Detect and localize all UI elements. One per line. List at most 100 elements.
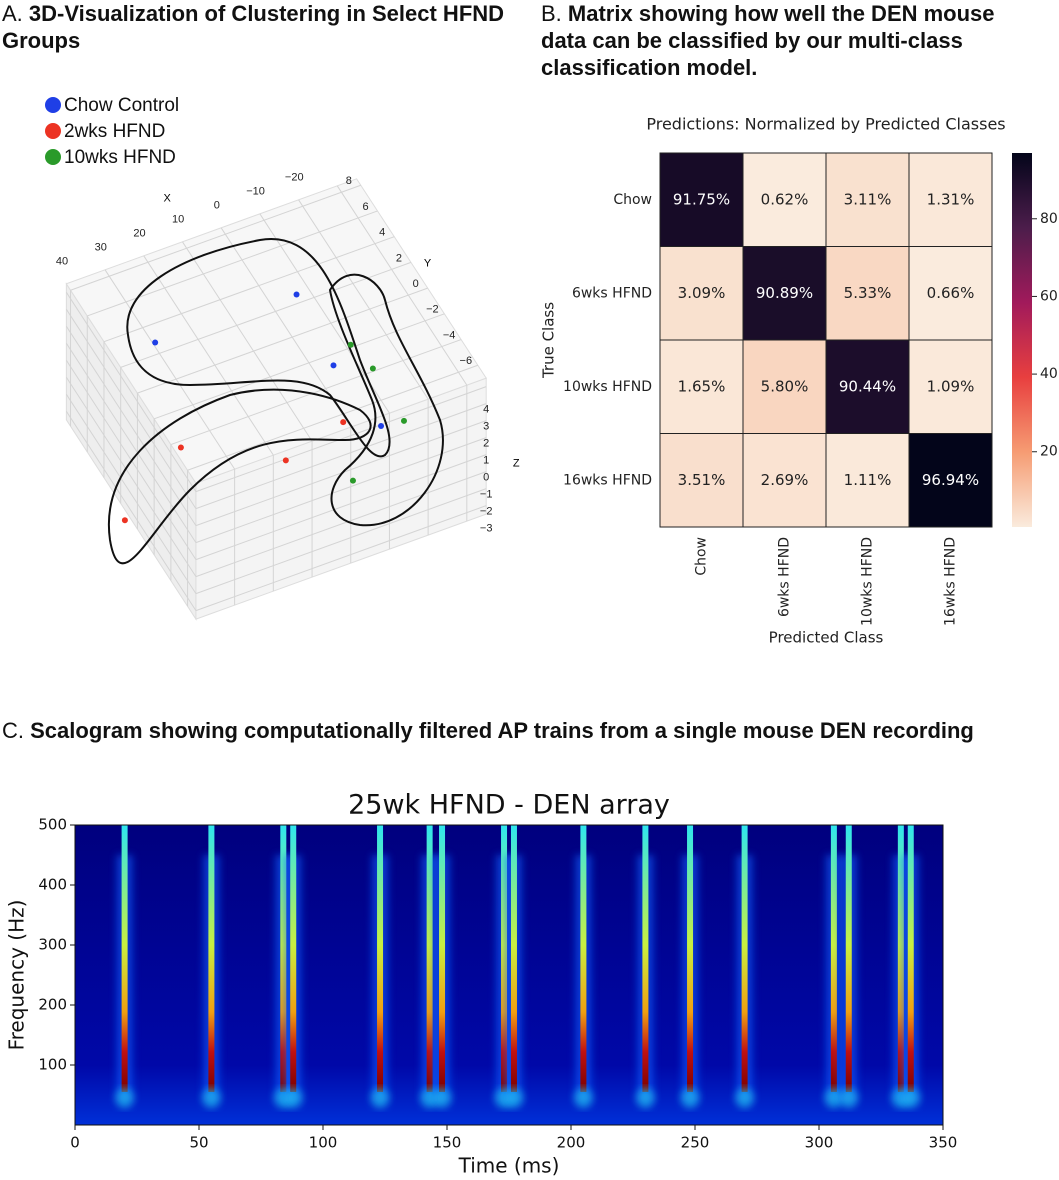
legend-label: Chow Control [64, 95, 179, 116]
z-tick-label: 3 [483, 421, 489, 433]
cell-label: 0.66% [927, 284, 975, 302]
grid-line [65, 343, 197, 543]
colorbar-tick-label: 60 [1040, 288, 1058, 304]
grid-line [65, 377, 197, 577]
colorbar-tick-label: 40 [1040, 366, 1058, 382]
point [177, 444, 184, 451]
grid-line [137, 287, 428, 394]
burst [439, 825, 446, 1092]
y-tick-label: −6 [460, 355, 473, 367]
y-axis-label: Frequency (Hz) [5, 900, 29, 1051]
grid-line [195, 471, 487, 578]
burst-base [433, 1088, 452, 1108]
y-tick-label: 200 [38, 996, 67, 1014]
burst [377, 825, 384, 1092]
burst [501, 825, 508, 1092]
burst-base [115, 1088, 134, 1108]
x-tick-label: Chow [694, 537, 710, 576]
cell [908, 433, 993, 528]
cell [659, 339, 744, 434]
contour [328, 273, 444, 527]
y-tick-label: 2 [396, 252, 402, 264]
cell [659, 433, 744, 528]
x-tick-label: 350 [929, 1134, 958, 1152]
cell [825, 152, 910, 247]
burst-base [901, 1088, 920, 1108]
grid-line [65, 292, 197, 492]
cell-label: 3.11% [844, 190, 892, 208]
x-axis-label: Predicted Class [769, 629, 884, 647]
y-tick-label: 4 [379, 227, 385, 239]
subtitle: Predictions: Normalized by Predicted Cla… [646, 115, 1005, 134]
burst [907, 825, 914, 1092]
cell-label: 1.11% [844, 471, 892, 489]
legend-marker [45, 97, 61, 113]
colorbar-tick-label: 20 [1040, 444, 1058, 460]
grid-line [195, 454, 487, 561]
burst [426, 825, 433, 1092]
grid-line [336, 185, 468, 386]
cell-label: 1.09% [927, 377, 975, 395]
panel-title: Matrix showing how well the DEN mouse da… [541, 1, 995, 80]
burst [642, 825, 649, 1092]
grid-line [195, 488, 487, 595]
panel-title: 3D-Visualization of Clustering in Select… [2, 1, 505, 53]
panel-label: A. [2, 1, 23, 26]
grid-line [87, 210, 378, 317]
x-tick-label: 300 [805, 1134, 834, 1152]
grid-line [195, 437, 487, 544]
plot-title: 25wk HFND - DEN array [348, 790, 670, 821]
contour [126, 238, 391, 458]
cell-label: 5.33% [844, 284, 892, 302]
cell [908, 152, 993, 247]
cell-label: 3.09% [678, 284, 726, 302]
point [369, 365, 376, 372]
y-tick-label: 500 [38, 816, 67, 834]
grid-line [65, 411, 197, 611]
cell-label: 3.51% [678, 471, 726, 489]
y-tick-label: −2 [426, 304, 439, 316]
colorbar-tick-label: 80 [1040, 211, 1058, 227]
y-tick-label: 8 [346, 175, 352, 187]
y-tick-label: −4 [443, 329, 456, 341]
y-tick-label: 10wks HFND [563, 379, 652, 395]
x-tick-label: −20 [285, 172, 304, 184]
y-tick-label: 300 [38, 936, 67, 954]
burst-base [574, 1088, 593, 1108]
x-tick-label: 40 [56, 256, 68, 268]
z-tick-label: 2 [483, 438, 489, 450]
grid-line [182, 241, 313, 442]
legend-marker [45, 149, 61, 165]
burst [121, 825, 128, 1092]
x-tick-label: 150 [433, 1134, 462, 1152]
grid-line [70, 184, 361, 291]
y-axis-label: Y [424, 257, 432, 269]
y-tick-label: Chow [613, 192, 652, 208]
x-tick-label: 10 [172, 214, 184, 226]
point [121, 517, 128, 524]
panel-label: C. [2, 718, 24, 743]
x-tick-label: 50 [189, 1134, 208, 1152]
burst [290, 825, 297, 1092]
z-tick-label: 4 [483, 404, 489, 416]
burst-base [371, 1088, 390, 1108]
point [347, 341, 354, 348]
burst [845, 825, 852, 1092]
grid-line [104, 269, 236, 470]
grid-line [298, 199, 429, 400]
grid-line [65, 326, 197, 526]
burst [208, 825, 215, 1092]
point [349, 477, 356, 484]
burst [741, 825, 748, 1092]
y-tick-label: 16wks HFND [563, 472, 652, 488]
x-tick-label: 10wks HFND [860, 537, 876, 626]
cell [825, 339, 910, 434]
z-tick-label: 1 [483, 455, 489, 467]
cell [825, 433, 910, 528]
burst [830, 825, 837, 1092]
legend-label: 2wks HFND [64, 121, 165, 142]
grid-line [170, 339, 462, 446]
point [293, 291, 300, 298]
cell [742, 433, 827, 528]
